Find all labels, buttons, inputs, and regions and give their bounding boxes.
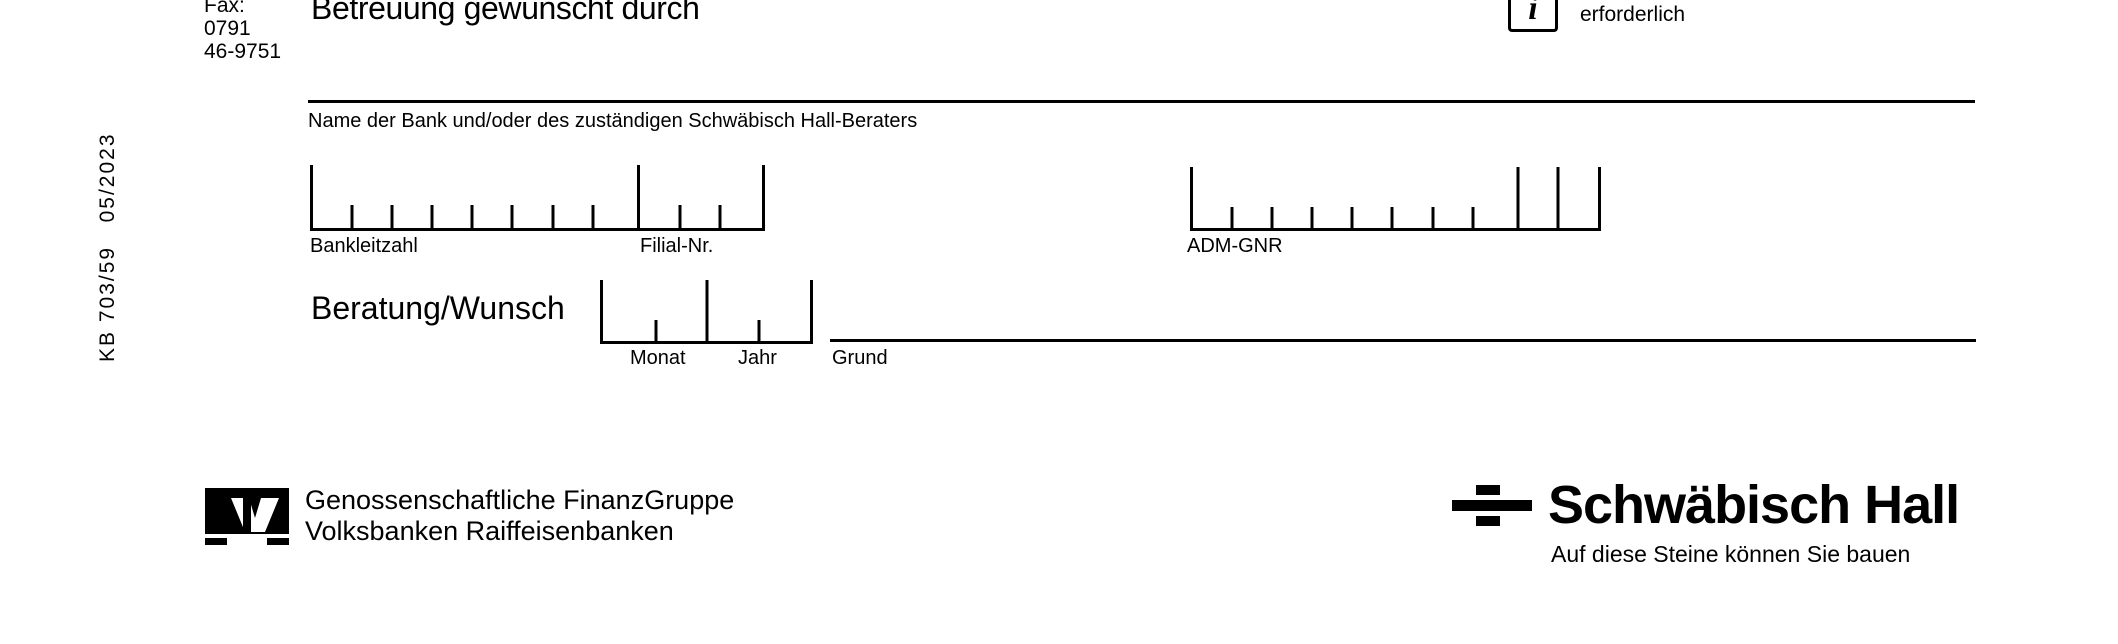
fax-area-code: 0791 <box>204 17 251 40</box>
vr-line-1: Genossenschaftliche FinanzGruppe <box>305 485 735 515</box>
consultation-date-field[interactable] <box>600 280 814 345</box>
adm-gnr-field[interactable] <box>1190 167 1602 231</box>
section-heading: Betreuung gewünscht durch <box>311 0 700 26</box>
form-code: KB 703/59 05/2023 <box>96 132 120 362</box>
reason-field[interactable] <box>830 339 1976 342</box>
info-icon: i <box>1508 0 1558 32</box>
reason-label: Grund <box>832 347 888 369</box>
info-text: erforderlich <box>1580 3 1686 26</box>
bank-name-label: Name der Bank und/oder des zuständigen S… <box>308 110 918 132</box>
fax-block: Fax: 0791 46-9751 <box>204 0 281 63</box>
form-code-number: KB 703/59 <box>96 245 119 362</box>
bank-code-field[interactable] <box>310 165 766 231</box>
vr-line-2: Volksbanken Raiffeisenbanken <box>305 516 674 546</box>
adm-gnr-label: ADM-GNR <box>1187 235 1283 257</box>
form-code-date: 05/2023 <box>96 132 119 223</box>
bank-code-label: Bankleitzahl <box>310 235 418 257</box>
vr-logo-icon <box>205 488 289 545</box>
fax-number: 46-9751 <box>204 40 282 63</box>
bank-name-field[interactable] <box>308 100 1975 103</box>
vr-text: Genossenschaftliche FinanzGruppe Volksba… <box>305 485 734 547</box>
schwaebisch-hall-slogan: Auf diese Steine können Sie bauen <box>1551 541 1911 567</box>
branch-number-label: Filial-Nr. <box>640 235 714 257</box>
fax-label: Fax: <box>204 0 245 17</box>
consultation-label: Beratung/Wunsch <box>311 290 565 326</box>
year-label: Jahr <box>738 347 777 369</box>
schwaebisch-hall-logo-icon <box>1452 485 1532 526</box>
schwaebisch-hall-name: Schwäbisch Hall <box>1548 475 1960 535</box>
month-label: Monat <box>630 347 686 369</box>
